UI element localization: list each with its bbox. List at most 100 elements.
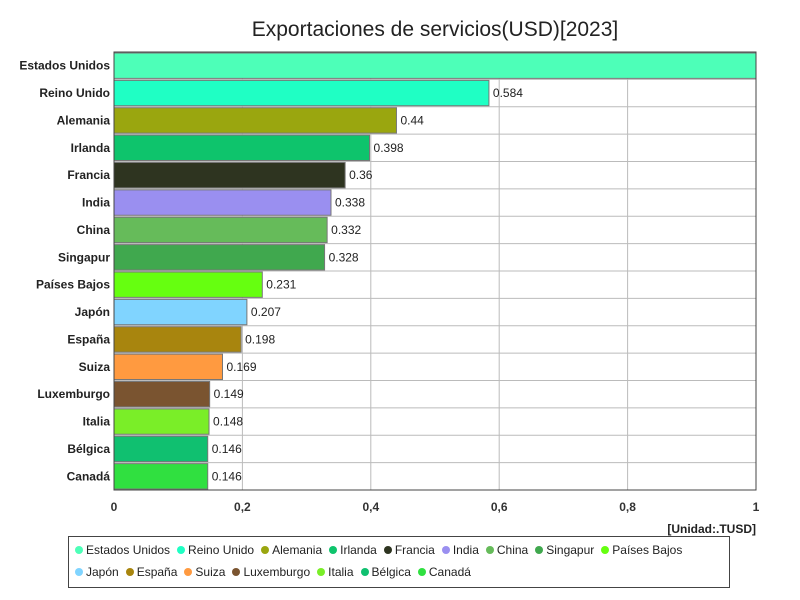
category-label: Países Bajos xyxy=(36,278,110,292)
legend-item[interactable]: India xyxy=(441,541,479,559)
category-label: China xyxy=(77,223,111,237)
legend-label: Reino Unido xyxy=(188,543,255,557)
category-label: Canadá xyxy=(67,469,111,483)
bar-value-label: 0.44 xyxy=(400,113,424,127)
legend-marker xyxy=(329,546,338,554)
x-tick-label: 0,6 xyxy=(491,500,508,514)
legend-label: Suiza xyxy=(195,565,226,579)
category-label: India xyxy=(82,196,110,210)
legend-marker xyxy=(125,568,134,576)
legend-marker xyxy=(75,568,83,576)
category-label: Reino Unido xyxy=(39,86,110,100)
bar xyxy=(113,463,209,490)
category-label: Francia xyxy=(67,168,110,182)
bar-value-label: 0.146 xyxy=(212,442,242,456)
legend-label: Países Bajos xyxy=(612,543,683,557)
legend-label: China xyxy=(496,543,529,557)
x-tick-labels: 0 0,2 0,4 0,6 0,8 1 xyxy=(111,500,760,514)
legend-label: India xyxy=(452,543,479,557)
legend-label: Alemania xyxy=(272,543,323,557)
bar xyxy=(113,52,757,79)
bar xyxy=(113,298,248,326)
legend: Estados Unidos Reino Unido Alemania Irlanda… xyxy=(68,536,730,588)
category-label: Alemania xyxy=(57,113,111,127)
bar xyxy=(113,326,242,353)
x-tick-label: 0,2 xyxy=(234,500,251,514)
legend-marker xyxy=(485,546,494,554)
bar xyxy=(113,162,346,189)
legend-marker xyxy=(383,546,392,554)
bar xyxy=(113,107,397,134)
bar xyxy=(113,189,332,216)
legend-item[interactable]: Suiza xyxy=(184,563,225,581)
bar-value-label: 0.169 xyxy=(226,360,256,374)
bar xyxy=(113,79,490,107)
legend-item[interactable]: Italia xyxy=(317,563,354,581)
bar xyxy=(113,134,371,161)
category-label: Italia xyxy=(83,415,111,429)
legend-label: Estados Unidos xyxy=(86,543,171,557)
bar xyxy=(113,408,210,435)
legend-marker xyxy=(535,546,544,554)
legend-item[interactable]: Alemania xyxy=(261,541,322,559)
legend-marker xyxy=(417,568,426,576)
legend-item[interactable]: Luxemburgo xyxy=(232,563,310,581)
legend-item[interactable]: España xyxy=(125,563,178,581)
legend-item[interactable]: Estados Unidos xyxy=(75,541,170,559)
legend-item[interactable]: China xyxy=(485,541,529,559)
legend-marker xyxy=(441,546,450,554)
bar-value-label: 0.231 xyxy=(266,278,296,292)
bar-value-label: 0.198 xyxy=(245,332,275,346)
legend-label: Francia xyxy=(394,543,435,557)
bar xyxy=(113,435,209,463)
legend-label: Bélgica xyxy=(371,565,411,579)
legend-item[interactable]: Francia xyxy=(383,541,435,559)
legend-label: Irlanda xyxy=(340,543,377,557)
legend-item[interactable]: Países Bajos xyxy=(601,541,682,559)
bar-value-label: 0.148 xyxy=(213,415,243,429)
chart-title: Exportaciones de servicios(USD)[2023] xyxy=(252,18,619,41)
legend-marker xyxy=(317,568,326,576)
legend-marker xyxy=(261,546,270,554)
legend-items: Estados Unidos Reino Unido Alemania Irlanda… xyxy=(75,541,723,581)
category-label: España xyxy=(67,332,110,346)
bar-value-label: 0.338 xyxy=(335,196,365,210)
bar-value-label: 0.584 xyxy=(493,86,523,100)
category-label: Bélgica xyxy=(67,442,110,456)
legend-marker xyxy=(232,568,241,576)
x-tick-label: 1 xyxy=(753,500,760,514)
legend-item[interactable]: Singapur xyxy=(535,541,594,559)
legend-label: Japón xyxy=(86,565,119,579)
bar-value-label: 0.207 xyxy=(251,305,281,319)
bar xyxy=(113,244,326,271)
legend-marker xyxy=(177,546,186,554)
legend-item[interactable]: Canadá xyxy=(417,563,471,581)
category-label: Suiza xyxy=(79,360,111,374)
category-label: Singapur xyxy=(58,250,110,264)
bar-value-label: 0.328 xyxy=(329,250,359,264)
category-label: Estados Unidos xyxy=(19,59,110,73)
legend-label: Canadá xyxy=(428,565,471,579)
unit-label: [Unidad:.TUSD] xyxy=(667,522,756,536)
bar xyxy=(113,381,211,408)
bar xyxy=(113,216,328,244)
x-tick-label: 0,8 xyxy=(619,500,636,514)
bar-value-label: 0.332 xyxy=(331,223,361,237)
legend-label: Italia xyxy=(328,565,354,579)
legend-label: Luxemburgo xyxy=(243,565,311,579)
category-label: Luxemburgo xyxy=(37,387,110,401)
legend-item[interactable]: Bélgica xyxy=(360,563,411,581)
bars xyxy=(113,52,757,490)
plot-frame xyxy=(113,51,757,491)
legend-marker xyxy=(75,546,83,554)
legend-item[interactable]: Japón xyxy=(75,563,119,581)
x-tick-label: 0 xyxy=(111,500,118,514)
bar xyxy=(113,353,223,380)
category-labels: Estados Unidos Reino Unido Alemania Irlanda… xyxy=(19,59,110,484)
legend-item[interactable]: Reino Unido xyxy=(177,541,254,559)
legend-item[interactable]: Irlanda xyxy=(329,541,377,559)
legend-label: España xyxy=(136,565,178,579)
bar-value-label: 0.36 xyxy=(349,168,373,182)
